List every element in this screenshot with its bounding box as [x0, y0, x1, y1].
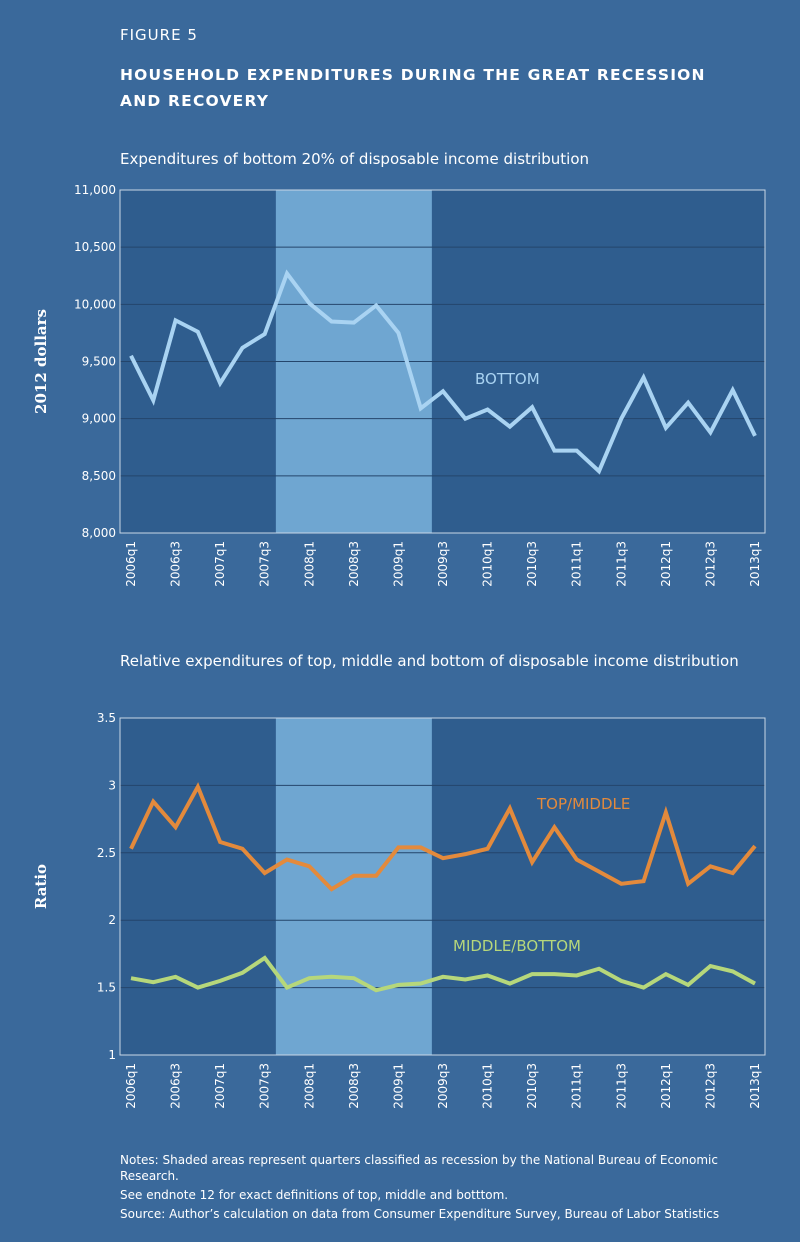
x-tick-label: 2011q1 [570, 1063, 584, 1109]
figure-label: FIGURE 5 [120, 26, 198, 44]
x-tick-label: 2009q3 [436, 1063, 450, 1109]
x-tick-label: 2013q1 [748, 1063, 762, 1109]
figure-title: HOUSEHOLD EXPENDITURES DURING THE GREAT … [120, 66, 706, 110]
x-tick-label: 2012q3 [703, 541, 717, 587]
x-tick-label: 2009q1 [391, 541, 405, 587]
x-tick-label: 2010q3 [525, 541, 539, 587]
y-axis-label: Ratio [32, 864, 50, 909]
y-tick-label: 2 [108, 913, 116, 927]
y-tick-label: 9,500 [82, 355, 116, 369]
recession-shade [275, 718, 432, 1055]
series-label: MIDDLE/BOTTOM [453, 937, 581, 955]
x-tick-label: 2008q1 [302, 541, 316, 587]
y-tick-label: 8,500 [82, 469, 116, 483]
x-tick-label: 2011q3 [614, 1063, 628, 1109]
series-label: TOP/MIDDLE [536, 795, 630, 813]
chart-title: Relative expenditures of top, middle and… [120, 652, 739, 670]
y-tick-label: 2.5 [97, 846, 116, 860]
y-tick-label: 11,000 [74, 183, 116, 197]
series-line [129, 269, 757, 475]
notes: Notes: Shaded areas represent quarters c… [120, 1152, 780, 1222]
x-tick-label: 2009q3 [436, 541, 450, 587]
y-tick-label: 3.5 [97, 711, 116, 725]
plot-area [119, 717, 766, 1056]
x-tick-label: 2006q1 [124, 541, 138, 587]
chart-title: Expenditures of bottom 20% of disposable… [120, 150, 589, 168]
x-tick-label: 2012q1 [659, 541, 673, 587]
x-tick-label: 2008q1 [302, 1063, 316, 1109]
x-tick-label: 2006q3 [169, 1063, 183, 1109]
y-tick-label: 1.5 [97, 981, 116, 995]
series-label: BOTTOM [475, 370, 540, 388]
x-tick-label: 2012q1 [659, 1063, 673, 1109]
x-tick-label: 2011q1 [570, 541, 584, 587]
x-tick-label: 2007q1 [213, 541, 227, 587]
x-tick-label: 2006q3 [169, 541, 183, 587]
x-tick-label: 2007q3 [258, 541, 272, 587]
x-tick-label: 2008q3 [347, 541, 361, 587]
x-tick-label: 2010q1 [481, 1063, 495, 1109]
x-tick-label: 2010q1 [481, 541, 495, 587]
x-tick-label: 2007q1 [213, 1063, 227, 1109]
note: See endnote 12 for exact definitions of … [120, 1188, 509, 1202]
note: Source: Author’s calculation on data fro… [120, 1207, 720, 1221]
x-tick-label: 2010q3 [525, 1063, 539, 1109]
x-tick-label: 2011q3 [614, 541, 628, 587]
x-tick-label: 2008q3 [347, 1063, 361, 1109]
y-tick-label: 3 [108, 778, 116, 792]
y-tick-label: 1 [108, 1048, 116, 1062]
x-tick-label: 2012q3 [703, 1063, 717, 1109]
y-tick-label: 8,000 [82, 526, 116, 540]
series-line [129, 782, 757, 892]
y-tick-label: 10,000 [74, 297, 116, 311]
plot-border [119, 189, 766, 534]
y-tick-label: 10,500 [74, 240, 116, 254]
y-tick-label: 9,000 [82, 412, 116, 426]
note: Notes: Shaded areas represent quarters c… [120, 1153, 718, 1183]
plot-border [119, 717, 766, 1056]
series-line [130, 955, 756, 993]
y-axis-label: 2012 dollars [32, 309, 50, 414]
x-tick-label: 2013q1 [748, 541, 762, 587]
x-tick-label: 2009q1 [391, 1063, 405, 1109]
x-tick-label: 2007q3 [258, 1063, 272, 1109]
x-tick-label: 2006q1 [124, 1063, 138, 1109]
